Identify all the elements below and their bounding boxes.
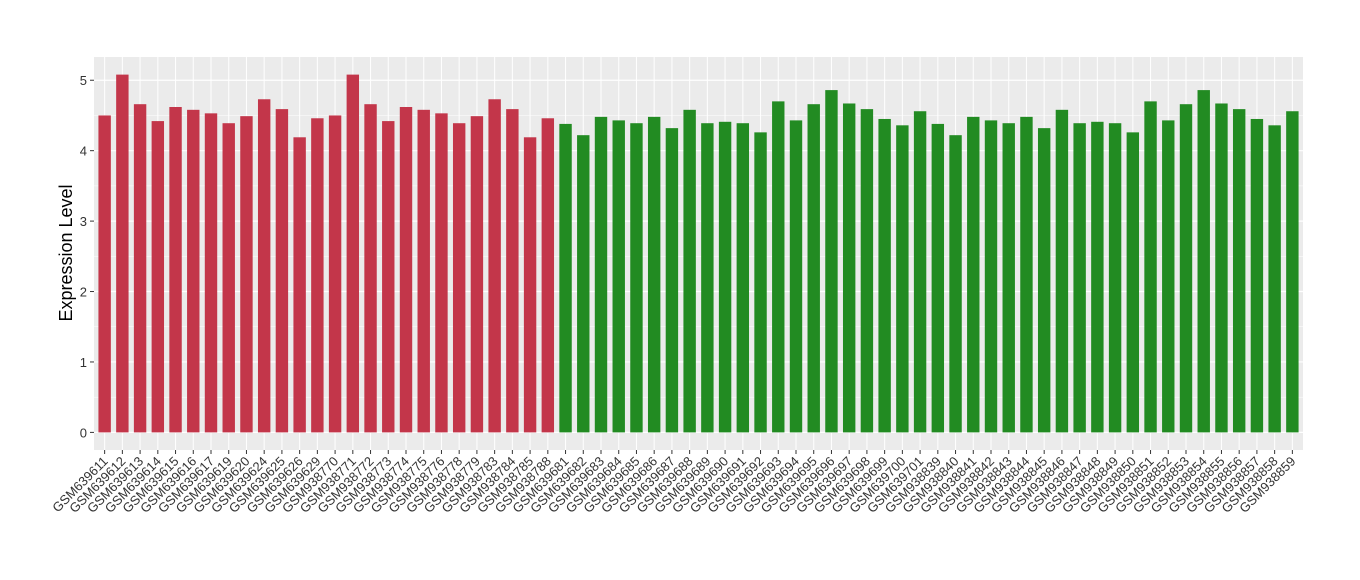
bar <box>151 121 165 433</box>
bar <box>1091 121 1104 433</box>
bar <box>364 104 377 433</box>
bar <box>594 116 608 433</box>
bar <box>452 123 466 433</box>
plot-panel <box>94 57 1303 450</box>
y-tick-label: 1 <box>80 355 87 370</box>
bar <box>860 109 874 433</box>
bar <box>878 118 891 433</box>
bar <box>1055 109 1069 433</box>
bar <box>1232 109 1246 433</box>
bar <box>1108 123 1122 433</box>
bar <box>559 123 572 433</box>
bar <box>275 109 289 433</box>
bar <box>772 101 785 433</box>
bar <box>470 116 484 433</box>
bar <box>399 107 413 433</box>
bar <box>1073 123 1086 433</box>
bar <box>984 120 998 433</box>
bar <box>506 109 519 433</box>
bar <box>541 118 555 433</box>
bar <box>116 74 129 433</box>
bar <box>647 116 661 433</box>
bar <box>931 123 945 433</box>
y-tick-label: 2 <box>80 285 87 300</box>
bar <box>842 103 856 433</box>
bar <box>1197 90 1210 433</box>
bar <box>328 115 342 433</box>
bar <box>577 135 590 433</box>
bar <box>523 137 537 433</box>
bar <box>1020 116 1033 433</box>
bar <box>1144 101 1157 433</box>
bar <box>435 113 448 433</box>
bar <box>187 109 200 433</box>
bar <box>701 123 714 433</box>
bar <box>346 74 360 433</box>
bar <box>807 104 820 433</box>
y-tick-label: 0 <box>80 425 87 440</box>
bar <box>133 104 147 433</box>
bar <box>222 123 235 433</box>
bar <box>665 128 679 433</box>
bar <box>1126 132 1140 433</box>
bar <box>169 107 182 433</box>
bar <box>1215 103 1228 433</box>
bar <box>967 116 980 433</box>
y-tick-label: 4 <box>80 144 87 159</box>
bar <box>630 123 643 433</box>
bar <box>718 121 732 433</box>
bar <box>1037 128 1051 433</box>
bar <box>293 137 306 433</box>
y-axis-title: Expression Level <box>56 184 76 321</box>
bar <box>98 115 111 433</box>
bar <box>1162 120 1175 433</box>
bar <box>1250 118 1264 433</box>
bar <box>789 120 803 433</box>
bar <box>204 113 218 433</box>
bar <box>913 111 927 433</box>
bar <box>683 109 696 433</box>
bar <box>736 123 750 433</box>
bar <box>311 118 324 433</box>
bar <box>417 109 430 433</box>
bar <box>612 120 625 433</box>
bar <box>240 116 253 433</box>
bar <box>949 135 962 433</box>
bar <box>825 90 838 433</box>
bar <box>1268 125 1281 433</box>
bar <box>1286 111 1299 433</box>
y-tick-label: 5 <box>80 73 87 88</box>
bar <box>257 99 271 433</box>
y-tick-label: 3 <box>80 214 87 229</box>
bar <box>1179 104 1193 433</box>
bar <box>754 132 767 433</box>
bar <box>896 125 909 433</box>
bar <box>488 99 501 433</box>
bar <box>382 121 395 433</box>
bar <box>1002 123 1015 433</box>
